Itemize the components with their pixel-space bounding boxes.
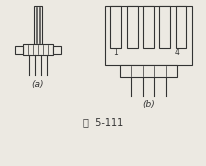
Bar	[175, 6, 185, 48]
Bar	[53, 46, 60, 53]
Bar	[104, 6, 191, 65]
Text: 4: 4	[174, 48, 179, 57]
Text: 1: 1	[113, 48, 118, 57]
Bar	[110, 6, 121, 48]
Bar	[15, 46, 23, 53]
Bar	[126, 6, 137, 48]
Bar	[23, 44, 53, 55]
Bar	[142, 6, 153, 48]
Text: (b): (b)	[141, 100, 154, 109]
Text: 图  5-111: 图 5-111	[82, 117, 123, 127]
Bar	[34, 6, 42, 44]
Bar	[119, 65, 176, 77]
Bar	[158, 6, 169, 48]
Text: (a): (a)	[32, 80, 44, 89]
